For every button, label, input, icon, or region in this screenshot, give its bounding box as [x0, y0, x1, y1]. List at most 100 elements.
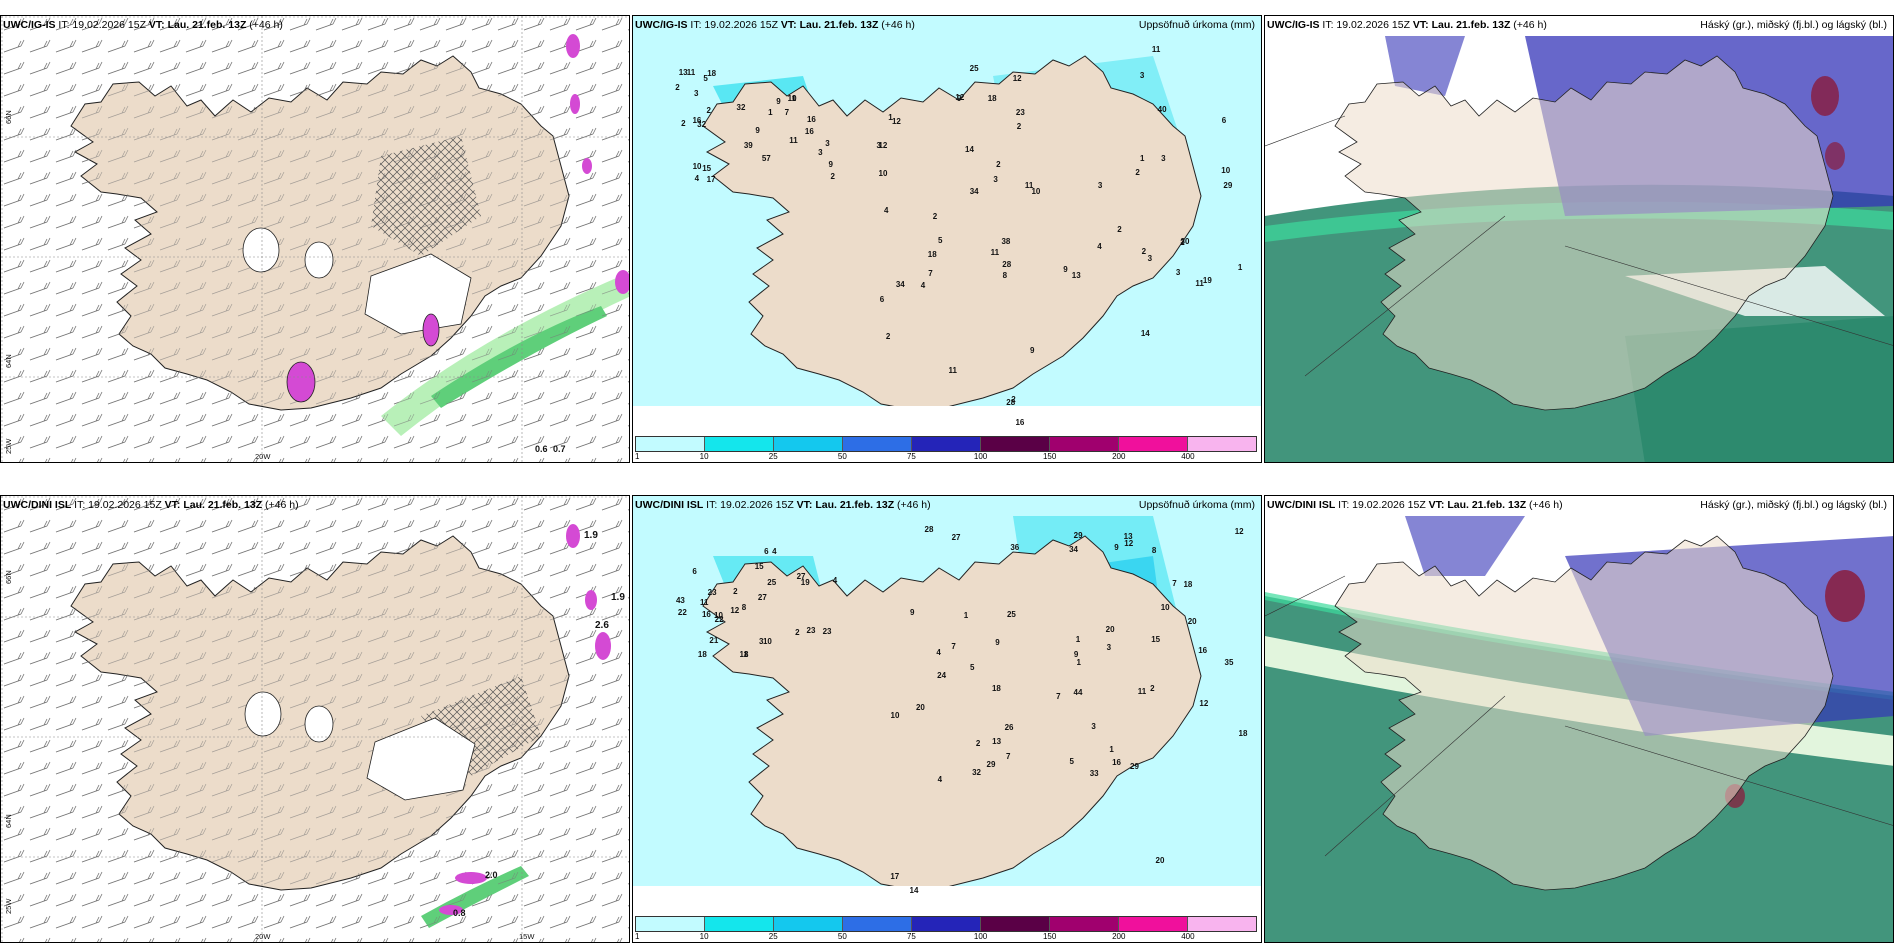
precip-value: 57	[761, 154, 771, 164]
precip-value: 2	[1135, 167, 1140, 177]
precip-value: 27	[757, 593, 767, 603]
precip-value: 6	[879, 295, 885, 305]
precip-value: 16	[806, 115, 816, 125]
panel-precip-row2: UWC/DINI ISL IT: 19.02.2026 15Z VT: Lau.…	[632, 495, 1262, 943]
precip-value: 10	[787, 93, 797, 103]
wind-value: 0.8	[453, 908, 466, 918]
panel-wind-row2: UWC/DINI ISL IT: 19.02.2026 15Z VT: Lau.…	[0, 495, 630, 943]
precip-value: 43	[675, 595, 685, 605]
precip-value: 3	[1139, 70, 1145, 80]
colorbar-segment	[774, 437, 843, 451]
colorbar-label: 1	[635, 932, 640, 941]
precip-value: 11	[789, 136, 798, 146]
colorbar-label: 150	[1042, 932, 1057, 941]
precip-value: 16	[1198, 645, 1208, 655]
precip-value: 25	[767, 578, 777, 588]
precip-value: 19	[1202, 275, 1212, 285]
precip-value: 18	[927, 250, 937, 260]
precip-value: 3	[694, 88, 699, 98]
colorbar-segment	[1050, 917, 1119, 931]
precip-value: 8	[743, 649, 749, 659]
precip-value: 11	[948, 365, 957, 375]
panel-cloud-row2: UWC/DINI ISL IT: 19.02.2026 15Z VT: Lau.…	[1264, 495, 1894, 943]
colorbar-label: 10	[699, 452, 709, 461]
colorbar-label: 75	[906, 932, 916, 941]
lon-label: 25W	[4, 438, 13, 454]
precip-value: 2	[1016, 121, 1022, 131]
panel-title: UWC/DINI ISL IT: 19.02.2026 15Z VT: Lau.…	[635, 499, 931, 511]
precip-value: 16	[692, 116, 702, 126]
panel-title: UWC/IG-IS IT: 19.02.2026 15Z VT: Lau. 21…	[1267, 19, 1547, 31]
cloud-map	[1265, 496, 1894, 943]
precip-value: 4	[832, 575, 838, 585]
precip-values: 2 2 2 2 2 3 3 4 2 16 18 18 32 38 34 15 13 14 9 12 11 11 12 34 32…	[633, 16, 1261, 462]
lon-label: 15W	[519, 932, 535, 941]
colorbar-label: 400	[1181, 932, 1195, 941]
precip-value: 3	[876, 141, 881, 151]
precip-value: 16	[701, 610, 711, 620]
precip-value: 1	[888, 112, 893, 122]
precip-value: 12	[1234, 526, 1244, 536]
cloud-title: Háský (gr.), miðský (fj.bl.) og lágský (…	[1700, 19, 1887, 31]
precip-value: 4	[883, 205, 889, 215]
lat-label: 64N	[4, 814, 13, 828]
colorbar-segment	[1188, 917, 1256, 931]
precip-value: 32	[972, 767, 982, 777]
precip-value: 15	[702, 164, 712, 174]
precip-value: 13	[1123, 531, 1133, 541]
precip-value: 4	[936, 648, 941, 658]
precip-value: 2	[795, 628, 800, 638]
colorbar-segment	[843, 437, 912, 451]
precip-value: 14	[965, 144, 974, 154]
precip-value: 44	[1073, 687, 1083, 697]
precip-value: 13	[678, 67, 688, 77]
precip-colorbar	[635, 436, 1257, 452]
colorbar-segment	[981, 437, 1050, 451]
wind-value: 2.6	[595, 620, 609, 631]
panel-precip-row1: UWC/IG-IS IT: 19.02.2026 15Z VT: Lau. 21…	[632, 15, 1262, 463]
panel-title: UWC/IG-IS IT: 19.02.2026 15Z VT: Lau. 21…	[3, 19, 283, 31]
precip-value: 10	[1031, 187, 1041, 197]
precip-value: 14	[1140, 329, 1150, 339]
precip-value: 1	[963, 611, 969, 621]
precip-value: 9	[910, 607, 915, 617]
precip-value: 14	[909, 885, 919, 895]
wind-value: 1.9	[611, 592, 625, 603]
cloud-title: Háský (gr.), miðský (fj.bl.) og lágský (…	[1700, 499, 1887, 511]
precip-value: 16	[1015, 418, 1025, 428]
precip-value: 10	[692, 161, 702, 171]
precip-value: 7	[784, 107, 790, 117]
panel-wind-row1: UWC/IG-IS IT: 19.02.2026 15Z VT: Lau. 21…	[0, 15, 630, 463]
precip-value: 1	[1109, 745, 1114, 755]
precip-value: 2	[1141, 246, 1147, 256]
colorbar-segment	[912, 917, 981, 931]
precip-value: 17	[706, 174, 716, 184]
precip-value: 10	[890, 711, 900, 721]
precip-value: 2	[885, 331, 891, 341]
precip-value: 35	[1224, 658, 1234, 668]
precip-value: 34	[895, 280, 905, 290]
panel-title: UWC/DINI ISL IT: 19.02.2026 15Z VT: Lau.…	[1267, 499, 1563, 511]
precip-value: 9	[828, 159, 833, 169]
precip-value: 30	[1180, 237, 1190, 247]
precip-value: 11	[990, 248, 1000, 258]
precip-value: 12	[1012, 74, 1022, 83]
precip-value: 15	[754, 561, 764, 571]
colorbar-segment	[1119, 917, 1188, 931]
precip-value: 3	[1097, 181, 1103, 191]
precip-value: 2	[932, 211, 938, 221]
precip-value: 29	[1223, 181, 1233, 191]
precip-value: 7	[1172, 579, 1177, 589]
precip-value: 11	[700, 598, 709, 607]
precip-value: 9	[995, 638, 1000, 648]
precip-value: 13	[1071, 271, 1081, 281]
colorbar-label: 200	[1112, 932, 1126, 941]
colorbar-segment	[705, 437, 774, 451]
panel-title: UWC/DINI ISL IT: 19.02.2026 15Z VT: Lau.…	[3, 499, 299, 511]
precip-title: Uppsöfnuð úrkoma (mm)	[1138, 19, 1255, 31]
precip-value: 5	[703, 73, 708, 83]
precip-value: 20	[915, 703, 925, 713]
precip-value: 9	[755, 126, 760, 136]
precip-value: 23	[822, 627, 832, 637]
wind-map	[1, 496, 630, 943]
